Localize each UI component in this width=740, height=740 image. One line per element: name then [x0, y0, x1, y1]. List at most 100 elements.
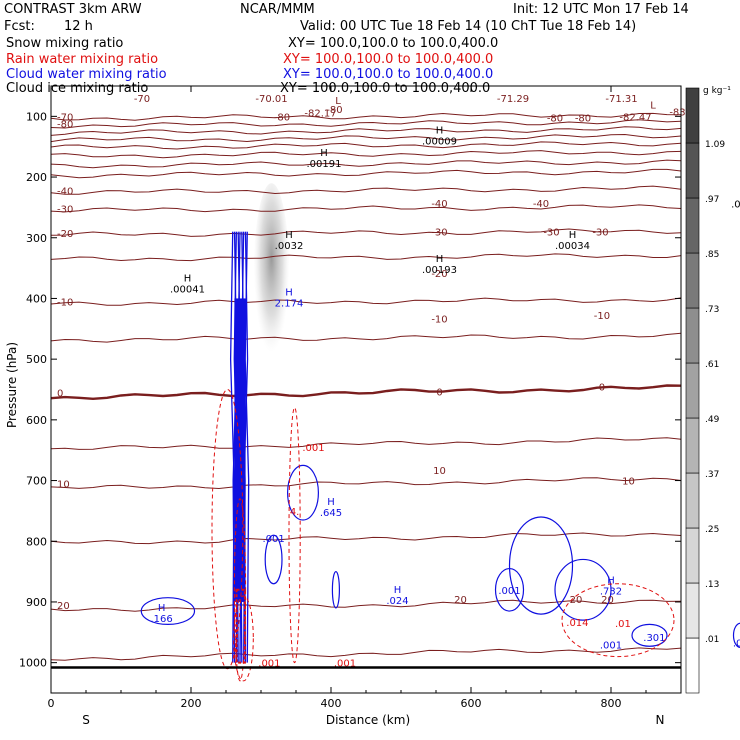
y-axis-title: Pressure (hPa): [5, 342, 19, 428]
x-axis-title: Distance (km): [326, 713, 410, 727]
extremum-value: .024: [386, 596, 408, 607]
isotherm-label: 10: [57, 480, 70, 491]
y-tick-label: 1000: [19, 657, 47, 670]
temperature-label: -80: [274, 112, 290, 123]
isotherm-label: 20: [57, 601, 70, 612]
temperature-label: 10: [622, 477, 635, 488]
x-end-label-north: N: [656, 713, 665, 727]
temperature-label: -71.29: [497, 94, 529, 105]
contour-label: .001: [600, 640, 622, 651]
colorbar-label: .97: [705, 195, 719, 205]
isotherm-line: [50, 332, 682, 343]
isotherm-line: [50, 150, 682, 159]
cloud-water-cell: [508, 516, 574, 615]
high-marker: H: [285, 287, 293, 298]
temperature-label: -20: [431, 269, 447, 280]
y-tick-label: 300: [26, 232, 47, 245]
isotherm-label: -30: [57, 205, 73, 216]
colorbar-box: [685, 87, 700, 144]
temperature-label: -80: [326, 105, 342, 116]
legend-snow-label: Snow mixing ratio: [6, 36, 124, 51]
legend-cloudwater-xy: XY= 100.0,100.0 to 100.0,400.0: [283, 67, 494, 82]
temperature-label: 10: [433, 466, 446, 477]
contour-label: .001: [302, 443, 324, 454]
cloud-water-cell: [631, 623, 668, 647]
contour-label: .301: [643, 633, 665, 644]
fcst-value: 12 h: [64, 19, 93, 34]
y-tick-label: 700: [26, 475, 47, 488]
colorbar-label: .37: [705, 470, 719, 480]
valid-time: Valid: 00 UTC Tue 18 Feb 14 (10 ChT Tue …: [300, 19, 637, 34]
isotherm-line: [50, 204, 682, 213]
isotherm-line: [50, 253, 682, 262]
x-tick-label: 200: [181, 697, 202, 710]
extremum-value: .0032: [275, 241, 304, 252]
temperature-label: 0: [436, 387, 442, 398]
temperature-label: -30: [543, 228, 559, 239]
extremum-value: .00193: [422, 265, 457, 276]
colorbar-box: [685, 582, 700, 639]
temperature-label: -80: [547, 114, 563, 125]
cloud-water-cell: [140, 597, 196, 626]
isotherm-label: -80: [57, 120, 73, 131]
center-title: NCAR/MMM: [240, 2, 315, 17]
isotherm-line: [50, 384, 682, 401]
contour-label: .001: [334, 659, 356, 670]
colorbar-unit: g kg⁻¹: [703, 86, 731, 96]
isotherm-line: [50, 437, 682, 450]
high-marker: H: [184, 273, 192, 284]
legend-rain-label: Rain water mixing ratio: [6, 52, 159, 67]
temperature-label: -40: [533, 199, 549, 210]
temperature-label: -30: [431, 228, 447, 239]
isotherm-line: [50, 112, 682, 121]
extremum-value: .00191: [307, 159, 342, 170]
isotherm-line: [50, 647, 682, 661]
temperature-label: 20: [454, 595, 467, 606]
isotherm-label: -40: [57, 186, 73, 197]
high-marker: H: [436, 125, 444, 136]
high-marker: H: [285, 230, 293, 241]
temperature-label: 20: [601, 595, 614, 606]
temperature-label: -40: [431, 199, 447, 210]
contour-label: .001: [258, 659, 280, 670]
x-tick-label: 0: [48, 697, 55, 710]
temperature-label: -10: [594, 311, 610, 322]
extremum-value: .166: [150, 614, 172, 625]
isotherm-line: [50, 159, 682, 169]
temperature-label: -82.47: [619, 112, 651, 123]
colorbar-box: [685, 197, 700, 254]
x-tick-label: 800: [601, 697, 622, 710]
contour-label: .014: [566, 618, 588, 629]
y-tick-label: 100: [26, 110, 47, 123]
colorbar-label: .25: [705, 525, 719, 535]
legend-cloudice-label: Cloud ice mixing ratio: [6, 81, 149, 96]
legend-cloudice-xy: XY= 100.0,100.0 to 100.0,400.0: [280, 81, 491, 96]
legend-rain-xy: XY= 100.0,100.0 to 100.0,400.0: [283, 52, 494, 67]
colorbar-label: 1.09: [705, 140, 725, 150]
extremum-value: .043: [733, 638, 740, 649]
cloud-water-cell: [287, 464, 320, 521]
x-tick-label: 600: [461, 697, 482, 710]
colorbar-box: [685, 472, 700, 529]
extremum-value: .0077: [731, 199, 740, 210]
isotherm-line: [50, 297, 682, 306]
colorbar-label: .61: [705, 360, 719, 370]
colorbar-label: .49: [705, 415, 720, 425]
extremum-value: .00009: [422, 136, 457, 147]
isotherm-label: 0: [57, 389, 63, 400]
temperature-label: -82.17: [304, 109, 336, 120]
isotherm-line: [50, 599, 682, 612]
high-marker: H: [436, 254, 444, 265]
y-tick-label: 500: [26, 353, 47, 366]
contour-label: .01: [615, 619, 631, 630]
cloud-water-contour: [244, 231, 250, 663]
temperature-label: -70.01: [255, 94, 287, 105]
colorbar-label: .01: [705, 635, 719, 645]
low-marker: L: [335, 96, 341, 107]
colorbar-label: .85: [705, 250, 719, 260]
legend-cloudwater-label: Cloud water mixing ratio: [6, 67, 167, 82]
isotherm-line: [50, 228, 682, 237]
isotherm-line: [50, 477, 682, 490]
temperature-label: -10: [431, 314, 447, 325]
y-tick-label: 400: [26, 292, 47, 305]
